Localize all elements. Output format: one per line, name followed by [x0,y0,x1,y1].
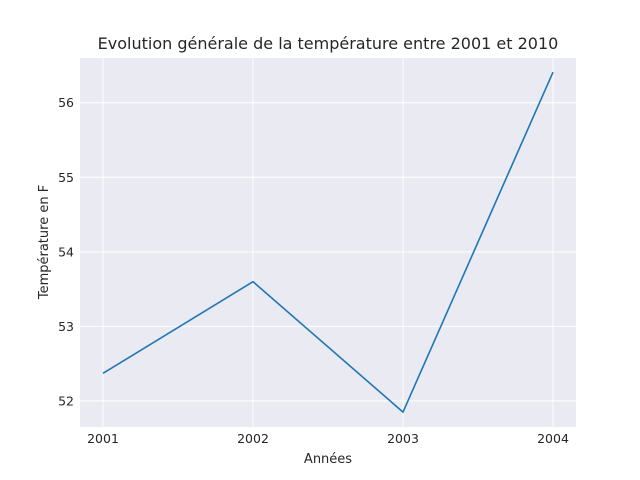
plot-background [80,58,576,427]
y-tick-label: 53 [58,319,74,334]
y-tick-label: 54 [58,244,74,259]
x-tick-label: 2002 [237,431,269,446]
x-tick-label: 2004 [537,431,569,446]
y-tick-label: 52 [58,393,74,408]
chart-title: Evolution générale de la température ent… [98,34,559,53]
y-tick-label: 55 [58,170,74,185]
series-group [102,71,554,413]
y-axis-label: Température en F [37,185,52,300]
y-tick-labels: 52 53 54 55 56 [58,95,74,408]
x-tick-labels: 2001 2002 2003 2004 [87,431,569,446]
grid-lines [80,58,576,427]
y-tick-label: 56 [58,95,74,110]
x-tick-label: 2001 [87,431,119,446]
x-tick-label: 2003 [387,431,419,446]
series-line [102,71,554,413]
x-axis-label: Années [304,452,352,467]
